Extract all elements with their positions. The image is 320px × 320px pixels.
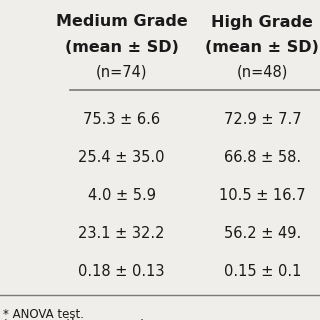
Text: 75.3 ± 6.6: 75.3 ± 6.6 [83,113,160,127]
Text: 0.15 ± 0.1: 0.15 ± 0.1 [224,265,301,279]
Text: (n=48): (n=48) [237,65,288,79]
Text: 56.2 ± 49.: 56.2 ± 49. [224,227,301,242]
Text: 23.1 ± 32.2: 23.1 ± 32.2 [78,227,165,242]
Text: ‡: versus other parameters: ‡: versus other parameters [3,318,164,320]
Text: 25.4 ± 35.0: 25.4 ± 35.0 [78,150,165,165]
Text: (mean ± SD): (mean ± SD) [205,39,319,54]
Text: 66.8 ± 58.: 66.8 ± 58. [224,150,301,165]
Text: * ANOVA test.: * ANOVA test. [3,308,84,320]
Text: (n=74): (n=74) [96,65,147,79]
Text: 10.5 ± 16.7: 10.5 ± 16.7 [219,188,306,204]
Text: High Grade: High Grade [212,14,313,29]
Text: 0.18 ± 0.13: 0.18 ± 0.13 [78,265,165,279]
Text: Medium Grade: Medium Grade [56,14,188,29]
Text: (mean ± SD): (mean ± SD) [65,39,179,54]
Text: 72.9 ± 7.7: 72.9 ± 7.7 [224,113,301,127]
Text: 4.0 ± 5.9: 4.0 ± 5.9 [88,188,156,204]
